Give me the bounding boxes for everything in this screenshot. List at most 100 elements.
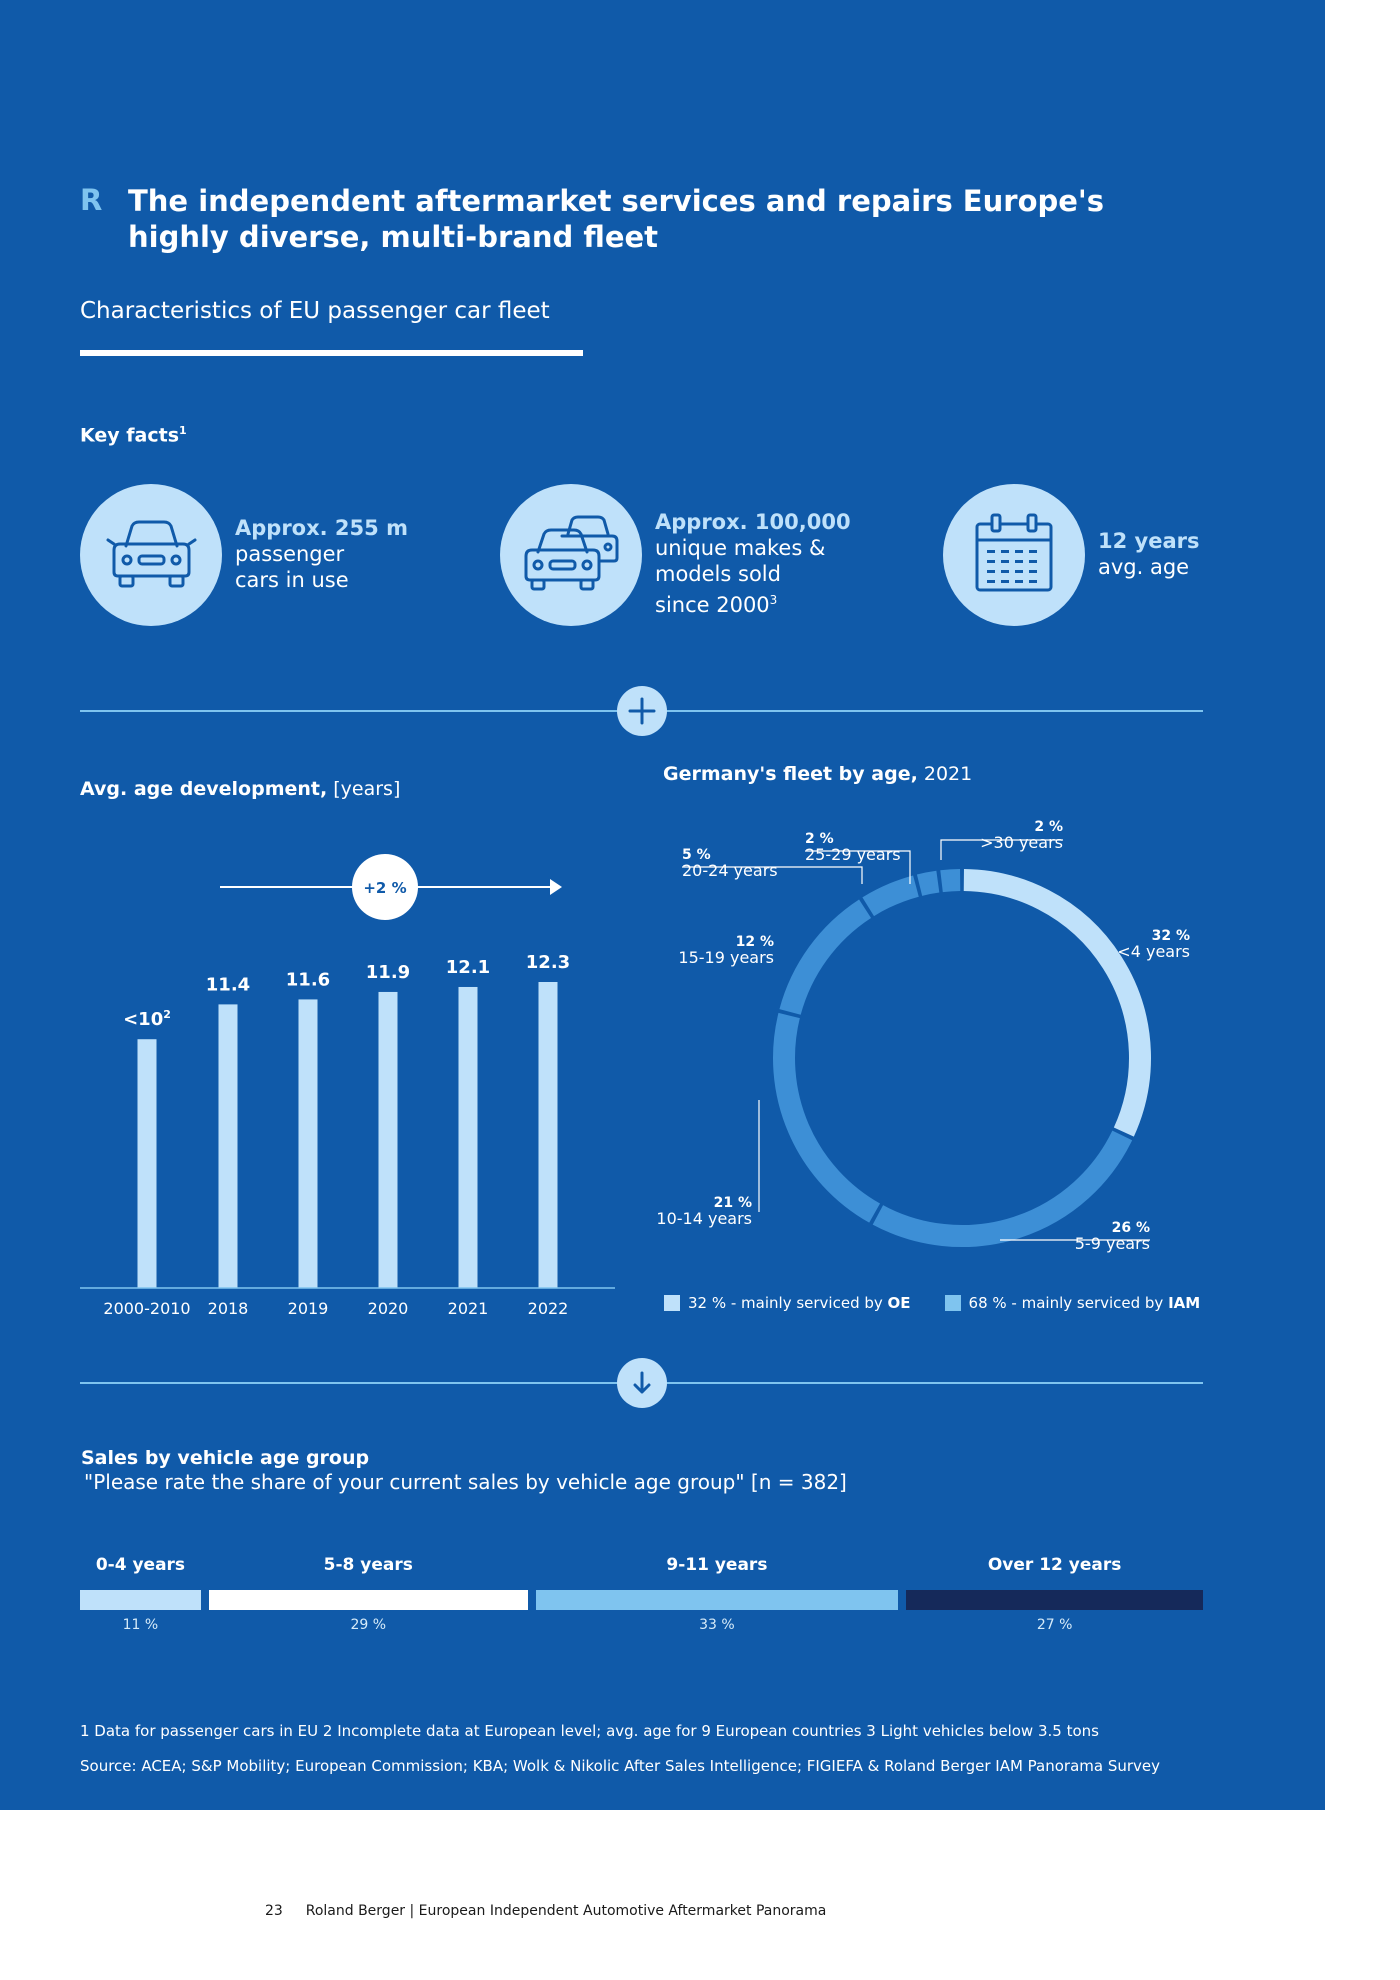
- donut-value-label: 2 %: [805, 831, 834, 847]
- fact-3-text: 12 years avg. age: [1098, 528, 1200, 580]
- sales-segment-label: Over 12 years: [987, 1555, 1122, 1575]
- content-panel: R The independent aftermarket services a…: [0, 0, 1325, 1810]
- bar-2000-2010: [137, 1039, 157, 1288]
- donut-label-group: 32 %<4 years 26 %5-9 years 21 %10-14 years…: [656, 819, 1190, 1253]
- growth-arrow-head-icon: [550, 879, 562, 895]
- plus-icon: [628, 697, 656, 725]
- legend-text-oe-prefix: 32 % - mainly serviced by: [688, 1294, 888, 1312]
- bar-value-label: 12.1: [446, 957, 490, 978]
- sales-segment-value: 27 %: [1036, 1617, 1073, 1633]
- sales-segment-label: 9-11 years: [666, 1555, 768, 1575]
- fact-circle-1: [80, 484, 222, 626]
- source-note: Source: ACEA; S&P Mobility; European Com…: [80, 1757, 1161, 1775]
- car-icon: [106, 520, 197, 588]
- page-title: The independent aftermarket services and…: [128, 183, 1128, 255]
- donut-category-label: 10-14 years: [656, 1209, 752, 1228]
- key-facts-label-text: Key facts: [80, 424, 180, 447]
- x-tick-label: 2000-2010: [103, 1299, 190, 1318]
- donut-value-label: 21 %: [714, 1195, 752, 1211]
- sales-segment: [80, 1590, 201, 1610]
- avg-age-bar-chart: <102 2000-2010 11.4 2018 11.6 2019 11.9 2020 12.…: [80, 854, 615, 1318]
- footnotes: 1 Data for passenger cars in EU 2 Incomp…: [80, 1722, 1099, 1740]
- fact-1-text: Approx. 255 m passenger cars in use: [235, 515, 408, 593]
- donut-value-label: 26 %: [1112, 1220, 1150, 1236]
- sales-segment-label: 0-4 years: [95, 1555, 186, 1575]
- legend-text-iam: 68 % - mainly serviced by IAM: [969, 1294, 1201, 1312]
- sales-segment-value: 11 %: [122, 1617, 159, 1633]
- subtitle-underline: [80, 350, 583, 356]
- donut-group: [773, 869, 1151, 1247]
- key-facts-label: Key facts1: [80, 424, 187, 446]
- calendar-icon: [975, 513, 1053, 592]
- growth-badge: [352, 854, 418, 920]
- donut-slice: [872, 1130, 1133, 1247]
- bar-value-label: 11.9: [366, 962, 410, 983]
- fact-2-footnote-marker: 3: [769, 593, 778, 607]
- fact-1-highlight: Approx. 255 m: [235, 516, 408, 540]
- bar-2018: [218, 1004, 238, 1288]
- fact-circle-2: [500, 484, 642, 626]
- legend-item-oe: 32 % - mainly serviced by OE: [664, 1294, 911, 1312]
- x-tick-label: 2020: [368, 1299, 409, 1318]
- germany-chart-title-year: 2021: [917, 763, 973, 785]
- fact-1-line-1: passenger: [235, 542, 345, 566]
- fact-1-line-2: cars in use: [235, 568, 349, 592]
- bar-2019: [298, 999, 318, 1288]
- fact-2-line-3: since 20003: [655, 587, 851, 618]
- sales-segment: [208, 1590, 528, 1610]
- sales-stacked-bar: 0-4 years 11 % 5-8 years 29 % 9-11 years 33 %…: [80, 1555, 1203, 1633]
- germany-chart-title-bold: Germany's fleet by age,: [663, 763, 918, 785]
- sales-segment-value: 33 %: [699, 1617, 735, 1633]
- bar-2021: [458, 986, 478, 1288]
- page-title-line-1: The independent aftermarket services and…: [128, 184, 1105, 218]
- legend-text-oe-bold: OE: [887, 1294, 911, 1312]
- bar-value-label: 11.6: [286, 969, 330, 990]
- page-footer: 23 Roland Berger | European Independent …: [265, 1903, 826, 1919]
- sales-question: "Please rate the share of your current s…: [84, 1470, 847, 1494]
- legend-item-iam: 68 % - mainly serviced by IAM: [944, 1294, 1201, 1312]
- avg-age-chart-title-bold: Avg. age development,: [80, 778, 328, 800]
- donut-slice: [862, 875, 920, 917]
- legend-text-iam-bold: IAM: [1168, 1294, 1201, 1312]
- bar-group: <102 2000-2010 11.4 2018 11.6 2019 11.9 2020 12.…: [103, 952, 570, 1318]
- legend-text-oe: 32 % - mainly serviced by OE: [688, 1294, 911, 1312]
- donut-leader-line: [682, 866, 863, 884]
- fact-3-line-1: avg. age: [1098, 555, 1190, 579]
- avg-age-chart-title-unit: [years]: [327, 778, 401, 800]
- germany-chart-title: Germany's fleet by age, 2021: [663, 763, 972, 785]
- sales-segment: [535, 1590, 899, 1610]
- page-subtitle: Characteristics of EU passenger car flee…: [80, 298, 550, 324]
- legend-swatch-oe: [664, 1295, 680, 1311]
- donut-value-label: 5 %: [682, 847, 711, 863]
- donut-leader-line: [805, 850, 911, 884]
- fact-2-line-1: unique makes &: [655, 536, 826, 560]
- legend-swatch-iam: [944, 1295, 961, 1311]
- expand-button[interactable]: [617, 686, 667, 736]
- sales-segment: [906, 1590, 1203, 1610]
- donut-slice: [940, 869, 961, 893]
- bar-2020: [378, 991, 398, 1288]
- donut-slice: [779, 899, 872, 1015]
- donut-category-label: <4 years: [1117, 942, 1190, 961]
- bar-value-label: <102: [123, 1008, 171, 1030]
- bar-value-label: 12.3: [526, 952, 570, 973]
- x-tick-label: 2021: [448, 1299, 489, 1318]
- page-title-line-2: highly diverse, multi-brand fleet: [128, 220, 659, 254]
- bar-value-footnote-marker: 2: [163, 1008, 171, 1021]
- donut-value-label: 32 %: [1152, 928, 1190, 944]
- fact-2-highlight: Approx. 100,000: [655, 510, 851, 534]
- sales-segment-label: 5-8 years: [323, 1555, 413, 1575]
- donut-category-label: 20-24 years: [682, 861, 778, 880]
- fact-circle-3: [943, 484, 1085, 626]
- bar-value-label: 11.4: [206, 974, 250, 995]
- fact-2-line-2: models sold: [655, 562, 781, 586]
- two-cars-icon: [524, 515, 619, 591]
- sales-title: Sales by vehicle age group: [81, 1447, 370, 1469]
- donut-category-label: 5-9 years: [1075, 1234, 1150, 1253]
- donut-leader-line: [940, 839, 1063, 860]
- donut-category-label: 25-29 years: [805, 845, 901, 864]
- donut-slice: [916, 870, 940, 896]
- footer-text: Roland Berger | European Independent Aut…: [305, 1903, 827, 1919]
- x-tick-label: 2018: [208, 1299, 249, 1318]
- scroll-down-button[interactable]: [617, 1358, 667, 1408]
